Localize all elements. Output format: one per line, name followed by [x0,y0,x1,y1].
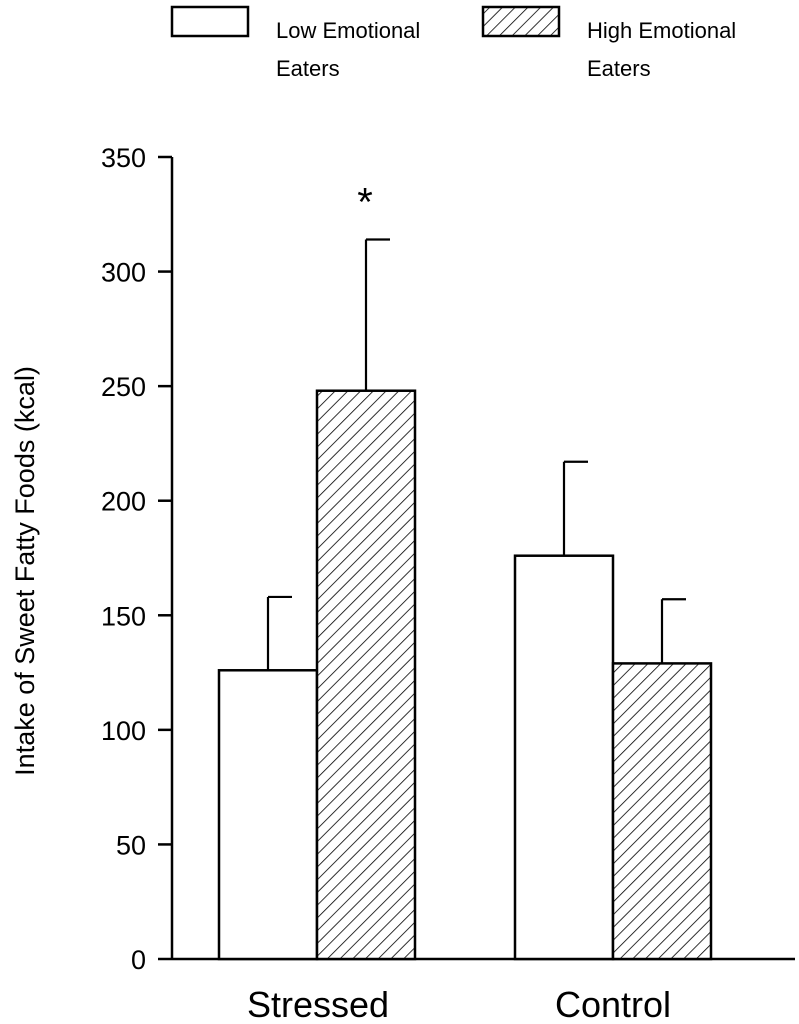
legend: Low Emotional Eaters High Emotional Eate… [170,5,736,81]
bars [217,389,713,961]
legend-swatch-low [170,5,250,38]
legend-label-low-line2: Eaters [276,56,340,81]
significance-marker: * [357,180,373,224]
y-tick-label: 200 [101,487,146,517]
bar-high-stressed [315,389,417,961]
y-axis-label: Intake of Sweet Fatty Foods (kcal) [10,366,40,776]
legend-label-low-line1: Low Emotional [276,18,420,43]
y-tick-label: 100 [101,716,146,746]
bar-high-control [611,662,713,961]
annotations: * [357,180,373,224]
y-tick-label: 350 [101,143,146,173]
legend-label-high-line2: Eaters [587,56,651,81]
y-tick-label: 50 [116,830,146,860]
legend-swatch-high [481,5,561,38]
y-ticks: 0 50 100 150 200 250 300 350 [101,143,172,975]
category-label-stressed: Stressed [247,984,389,1024]
y-tick-label: 150 [101,601,146,631]
error-bars [266,238,686,671]
bar-low-stressed [217,669,319,961]
category-label-control: Control [555,984,671,1024]
bar-low-control [513,554,615,961]
legend-label-high-line1: High Emotional [587,18,736,43]
y-tick-label: 0 [131,945,146,975]
y-tick-label: 300 [101,258,146,288]
y-tick-label: 250 [101,372,146,402]
